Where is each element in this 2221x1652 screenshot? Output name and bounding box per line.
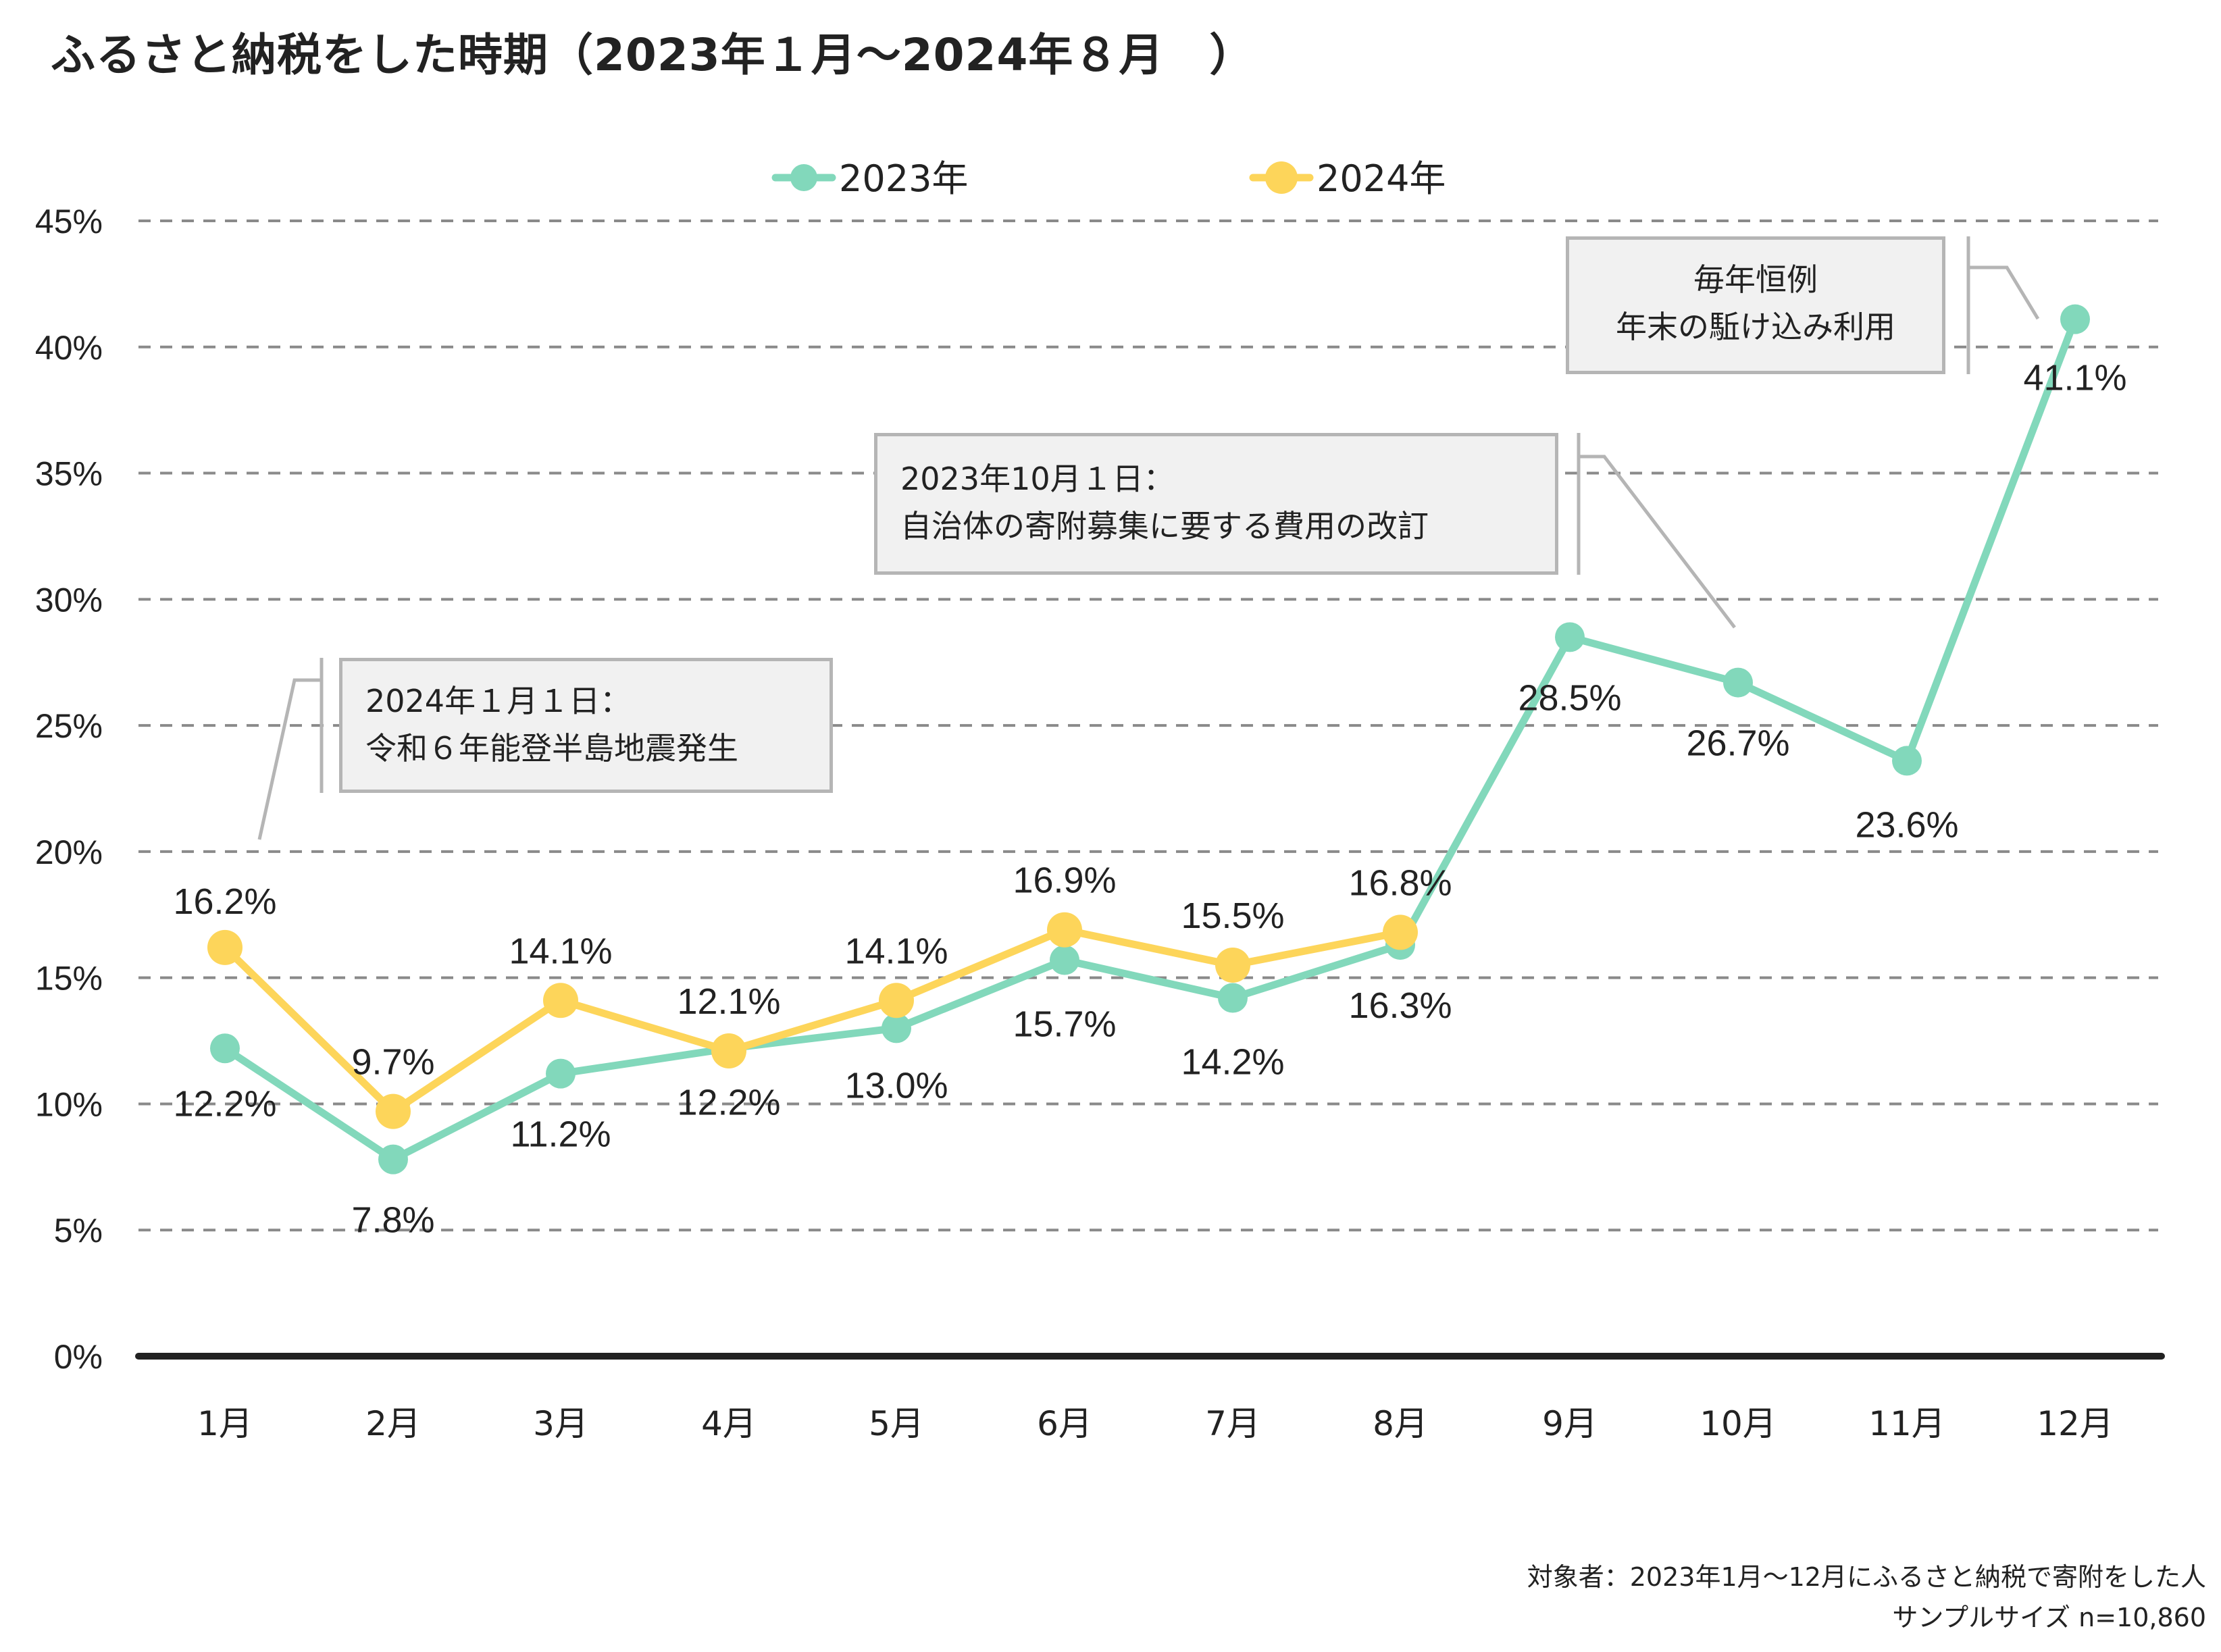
data-label: 23.6% xyxy=(1855,804,1958,845)
data-label: 26.7% xyxy=(1686,723,1789,764)
legend-label: 2023年 xyxy=(839,157,968,200)
annotation-line: 毎年恒例 xyxy=(1693,261,1818,298)
data-label: 16.9% xyxy=(1013,860,1116,901)
data-label: 16.2% xyxy=(173,881,276,922)
x-tick-label: 5月 xyxy=(869,1404,924,1443)
data-point xyxy=(711,1033,746,1068)
data-label: 14.1% xyxy=(844,931,948,971)
data-point xyxy=(879,983,914,1018)
annotation-line: 2024年１月１日： xyxy=(365,683,632,719)
data-point xyxy=(1723,667,1753,698)
series-line-2023年 xyxy=(221,315,2079,1164)
y-tick-label: 20% xyxy=(35,833,103,871)
data-point xyxy=(543,983,578,1018)
y-tick-label: 5% xyxy=(54,1212,103,1249)
data-label: 15.7% xyxy=(1013,1004,1116,1045)
legend-item-2024年: 2024年 xyxy=(1249,157,1446,200)
data-label: 14.1% xyxy=(509,931,612,971)
data-label: 12.1% xyxy=(677,981,780,1022)
y-tick-label: 10% xyxy=(35,1085,103,1123)
annotation-leaders xyxy=(257,236,2040,840)
y-tick-label: 40% xyxy=(35,329,103,367)
data-point xyxy=(1050,945,1079,975)
x-tick-label: 8月 xyxy=(1373,1404,1428,1443)
y-tick-label: 0% xyxy=(54,1338,103,1376)
chart-footnote: 対象者：2023年1月〜12月にふるさと納税で寄附をした人 サンプルサイズ n=… xyxy=(1527,1557,2206,1638)
x-tick-label: 1月 xyxy=(197,1404,253,1443)
annotation-leader-line xyxy=(1579,455,1736,629)
series-lines xyxy=(207,304,2090,1175)
annotation-cost-revision: 2023年10月１日： 自治体の寄附募集に要する費用の改訂 xyxy=(874,433,1558,575)
data-label: 16.3% xyxy=(1348,985,1452,1026)
chart-title: ふるさと納税をした時期（2023年１月〜2024年８月 ） xyxy=(51,29,1255,81)
data-label: 14.2% xyxy=(1181,1042,1284,1083)
x-tick-label: 7月 xyxy=(1205,1404,1260,1443)
data-label: 9.7% xyxy=(351,1042,434,1083)
annotation-line: 令和６年能登半島地震発生 xyxy=(365,730,738,767)
data-label: 12.2% xyxy=(173,1083,276,1124)
data-label: 7.8% xyxy=(351,1200,434,1241)
data-label: 11.2% xyxy=(510,1114,611,1155)
x-tick-label: 11月 xyxy=(1868,1404,1945,1443)
data-label: 13.0% xyxy=(844,1065,948,1106)
legend-label: 2024年 xyxy=(1317,157,1446,200)
data-point xyxy=(1218,983,1248,1013)
data-point xyxy=(882,1013,911,1043)
annotation-noto-earthquake: 2024年１月１日： 令和６年能登半島地震発生 xyxy=(339,658,833,793)
annotation-leader-line xyxy=(1968,265,2040,320)
annotation-year-end-rush: 毎年恒例 年末の駈け込み利用 xyxy=(1566,236,1945,374)
x-axis-ticks: 1月 2月 3月 4月 5月 6月 7月 8月 9月 10月 11月 12月 xyxy=(197,1404,2114,1443)
y-tick-label: 15% xyxy=(35,960,103,998)
x-tick-label: 4月 xyxy=(701,1404,757,1443)
data-point xyxy=(210,1033,240,1064)
data-point xyxy=(378,1144,408,1175)
series-line-2024年 xyxy=(221,926,1404,1116)
y-tick-label: 35% xyxy=(35,455,103,493)
footnote-target: 対象者：2023年1月〜12月にふるさと納税で寄附をした人 xyxy=(1527,1562,2206,1592)
y-axis-ticks: 0% 5% 10% 15% 20% 25% 30% 35% 40% 45% xyxy=(35,203,103,1376)
annotation-line: 年末の駈け込み利用 xyxy=(1616,309,1895,345)
data-label: 15.5% xyxy=(1181,896,1284,936)
data-point xyxy=(376,1093,411,1129)
x-tick-label: 3月 xyxy=(533,1404,588,1443)
data-point xyxy=(1555,622,1585,652)
y-tick-label: 45% xyxy=(35,203,103,240)
footnote-sample-size: サンプルサイズ n=10,860 xyxy=(1892,1603,2206,1632)
legend-item-2023年: 2023年 xyxy=(771,157,968,200)
x-tick-label: 10月 xyxy=(1700,1404,1777,1443)
data-point xyxy=(546,1058,576,1089)
annotation-leader-line xyxy=(257,678,322,840)
data-label: 28.5% xyxy=(1518,677,1621,718)
data-labels: 12.2% 7.8% 11.2% 12.2% 13.0% 15.7% 14.2% 16.3% 2… xyxy=(173,358,2126,1241)
x-tick-label: 9月 xyxy=(1542,1404,1598,1443)
data-label: 41.1% xyxy=(2023,358,2126,398)
data-point xyxy=(1047,912,1082,948)
legend-marker xyxy=(790,164,817,191)
legend: 2023年 2024年 xyxy=(771,157,1446,200)
annotation-line: 自治体の寄附募集に要する費用の改訂 xyxy=(900,508,1429,544)
y-tick-label: 30% xyxy=(35,581,103,619)
data-point xyxy=(1892,746,1922,776)
data-label: 12.2% xyxy=(677,1082,780,1122)
data-point xyxy=(1215,947,1250,983)
data-point xyxy=(2060,304,2090,334)
data-point xyxy=(207,929,242,965)
legend-marker xyxy=(1265,161,1298,194)
annotation-line: 2023年10月１日： xyxy=(900,461,1175,497)
data-point xyxy=(1383,914,1418,950)
x-tick-label: 6月 xyxy=(1037,1404,1092,1443)
x-tick-label: 12月 xyxy=(2037,1404,2114,1443)
x-tick-label: 2月 xyxy=(365,1404,421,1443)
y-tick-label: 25% xyxy=(35,707,103,745)
data-label: 16.8% xyxy=(1348,862,1452,903)
